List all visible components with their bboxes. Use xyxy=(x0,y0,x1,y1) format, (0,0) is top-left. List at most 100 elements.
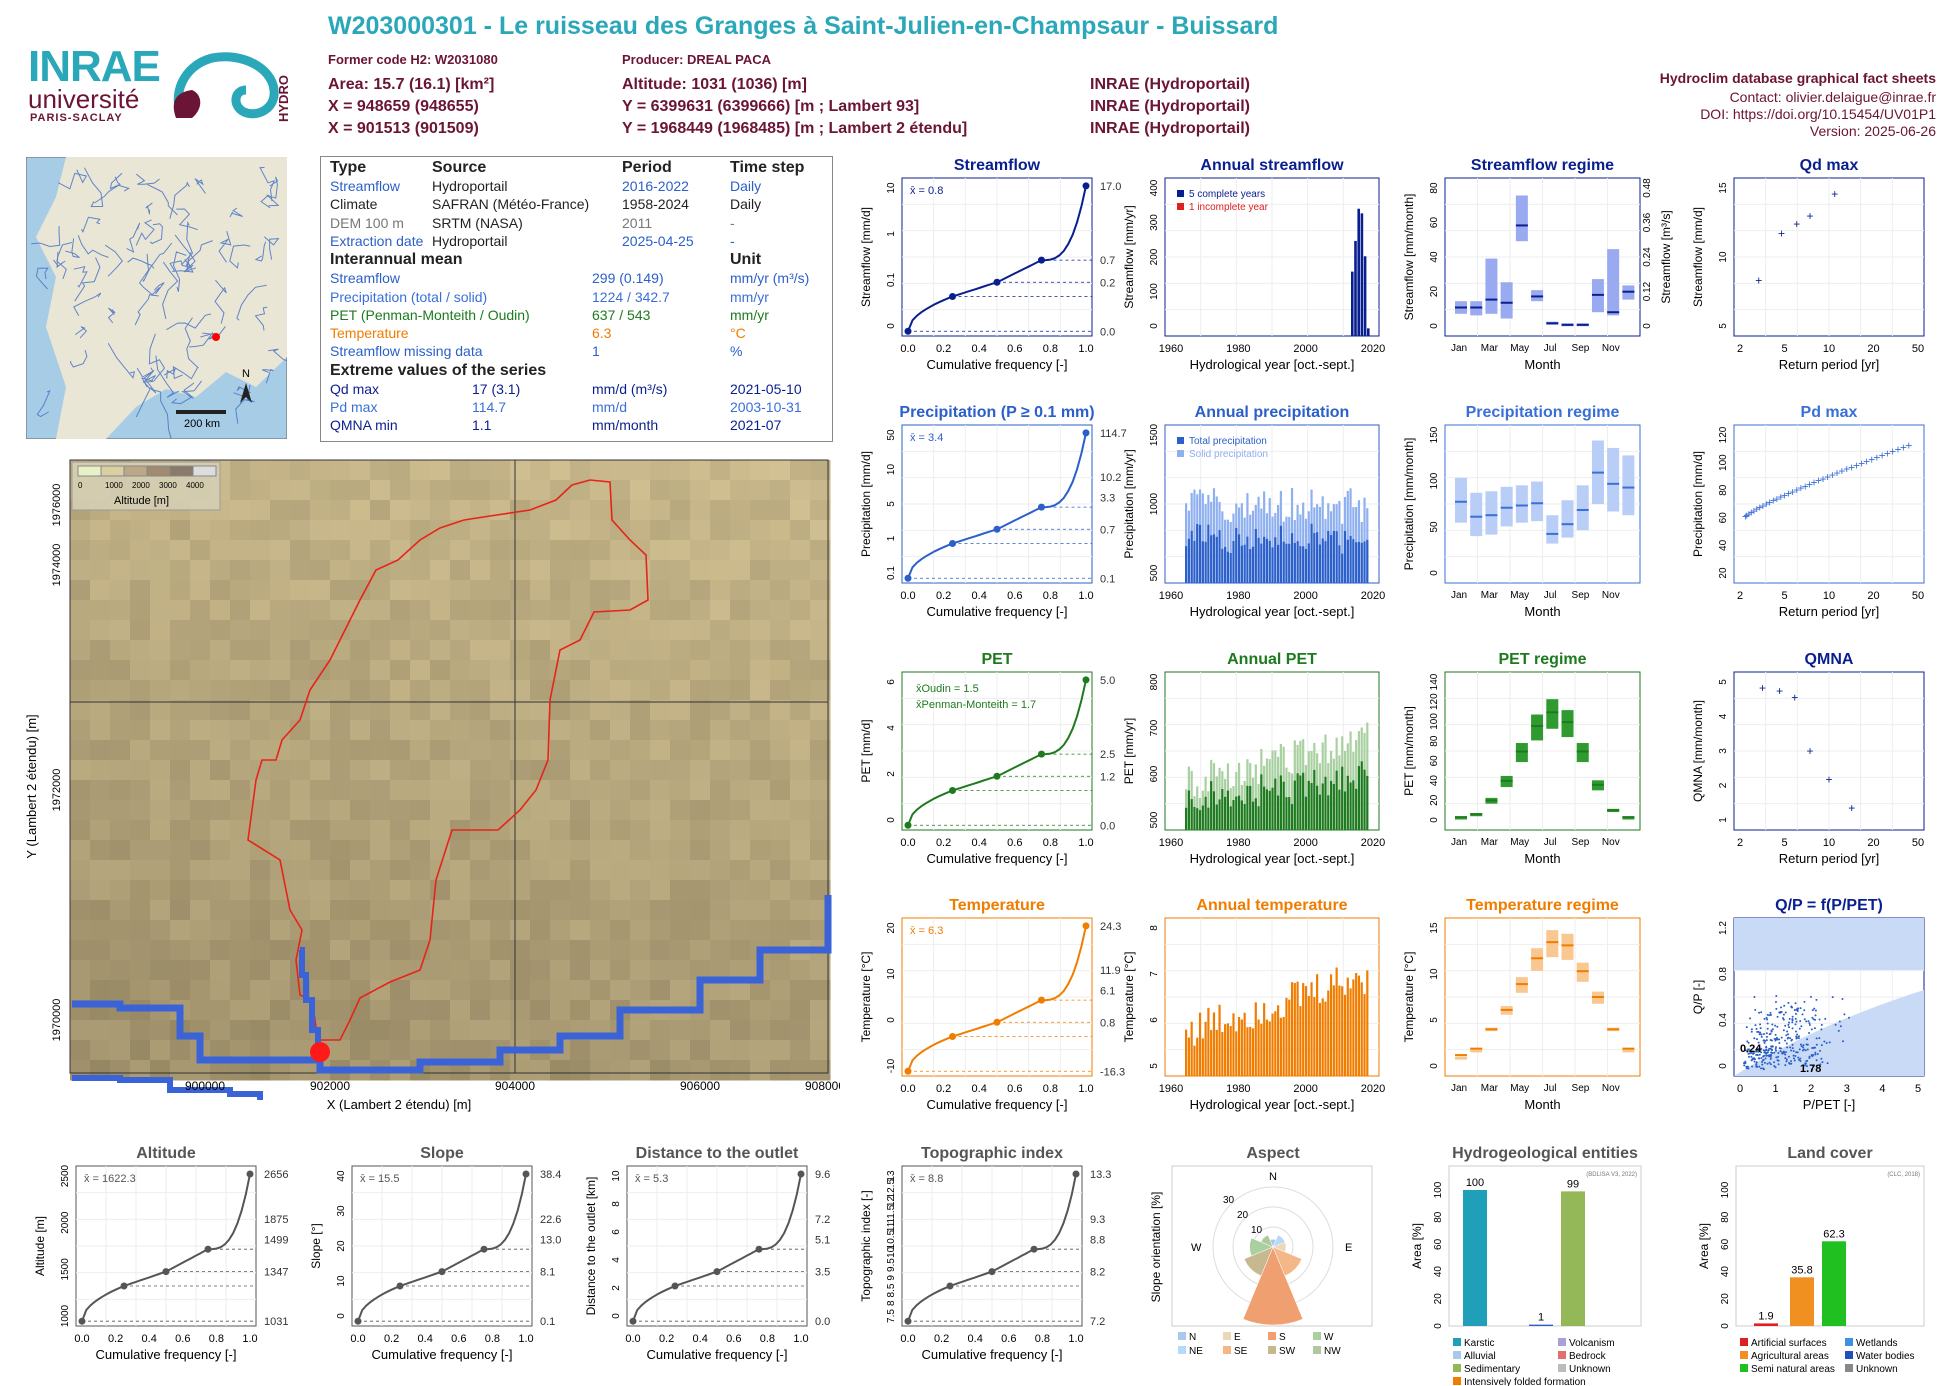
pd_max-point: + xyxy=(1770,494,1777,508)
dem-cell xyxy=(350,800,371,821)
qp-point xyxy=(1799,1059,1802,1062)
temperature_regime-box xyxy=(1546,930,1559,958)
dem-cell xyxy=(790,740,811,761)
dem-cell xyxy=(750,520,771,541)
dem-cell xyxy=(90,780,111,801)
dem-cell xyxy=(430,700,451,721)
dem-cell xyxy=(150,1020,171,1041)
annual_precipitation-bar-inner xyxy=(1313,532,1316,583)
qp-point xyxy=(1756,1054,1759,1057)
dem-cell xyxy=(590,560,611,581)
dem-cell xyxy=(550,840,571,861)
pet-ytick: 6 xyxy=(886,679,897,685)
dem-cell xyxy=(410,740,431,761)
dem-cell xyxy=(810,640,831,661)
dem-cell xyxy=(810,840,831,861)
dem-cell xyxy=(630,980,651,1001)
qp-point xyxy=(1804,1049,1807,1052)
river-line xyxy=(136,367,157,394)
dem-cell xyxy=(430,620,451,641)
dem-cell xyxy=(490,900,511,921)
dem-cell xyxy=(170,860,191,881)
dem-cell xyxy=(90,760,111,781)
river-line xyxy=(152,282,165,295)
qp-point xyxy=(1774,1046,1777,1049)
qp-point xyxy=(1807,1020,1810,1023)
extreme-row-cell: 2021-05-10 xyxy=(730,380,802,397)
qp-point xyxy=(1790,1060,1793,1063)
dem-cell xyxy=(750,640,771,661)
dem-cell xyxy=(630,700,651,721)
dem-cell xyxy=(90,800,111,821)
dem-cell xyxy=(330,740,351,761)
dem-cell xyxy=(170,820,191,841)
pd_max-xtick: 2 xyxy=(1737,590,1743,602)
dem-cell xyxy=(270,620,291,641)
topo-point xyxy=(1072,1170,1080,1178)
annual_streamflow-bar xyxy=(1357,208,1360,336)
topo-ytick: 10.5 xyxy=(886,1229,897,1249)
precipitation_regime-box xyxy=(1591,440,1604,504)
dem-cell xyxy=(790,900,811,921)
dem-cell xyxy=(450,600,471,621)
qmna-xtick: 5 xyxy=(1781,837,1787,849)
annual_precipitation-bar-inner xyxy=(1338,545,1341,583)
dem-cell xyxy=(750,1000,771,1021)
hydrogeo-ytick: 80 xyxy=(1433,1211,1444,1223)
y-tick: 1974000 xyxy=(51,544,63,587)
topo-ylabel: Topographic index [-] xyxy=(859,1190,873,1301)
altitude-right-label: 1347 xyxy=(264,1267,288,1279)
dem-cell xyxy=(790,1040,811,1061)
annual_precipitation-bar-inner xyxy=(1274,537,1277,583)
dem-cell xyxy=(290,840,311,861)
annual_precipitation-bar-inner xyxy=(1327,531,1330,583)
dem-cell xyxy=(150,680,171,701)
dem-cell xyxy=(250,800,271,821)
dem-cell xyxy=(630,560,651,581)
qp-point xyxy=(1755,1063,1758,1066)
pet_regime-month: Jan xyxy=(1451,837,1467,848)
dem-cell xyxy=(350,660,371,681)
dem-cell xyxy=(390,640,411,661)
slope-xtick: 0.8 xyxy=(485,1333,500,1345)
dem-cell xyxy=(550,900,571,921)
dem-cell xyxy=(590,1060,611,1081)
annual_temperature-bar xyxy=(1279,1017,1282,1076)
dem-cell xyxy=(110,800,131,821)
dem-cell xyxy=(630,720,651,741)
dem-cell xyxy=(290,760,311,781)
dem-cell xyxy=(590,520,611,541)
pet-right-label: 2.5 xyxy=(1100,749,1115,761)
annual_pet-bar-inner xyxy=(1210,781,1213,830)
annual_temperature-bar xyxy=(1282,1016,1285,1076)
dem-cell xyxy=(670,520,691,541)
dem-cell xyxy=(550,660,571,681)
dem-cell xyxy=(390,820,411,841)
dem-cell xyxy=(230,700,251,721)
temperature_regime-box xyxy=(1470,1049,1483,1053)
dem-cell xyxy=(210,880,231,901)
dem-cell xyxy=(510,1060,531,1081)
annual_temperature-bar xyxy=(1246,1027,1249,1076)
annual_precipitation-bar xyxy=(1282,521,1285,583)
qp-point xyxy=(1781,1052,1784,1055)
dem-cell xyxy=(90,960,111,981)
dem-cell xyxy=(650,660,671,681)
annual_pet-bar xyxy=(1232,786,1235,830)
dem-cell xyxy=(130,520,151,541)
qp-point xyxy=(1785,1042,1788,1045)
landcover-bar xyxy=(1754,1323,1778,1326)
annual_pet-bar xyxy=(1341,736,1344,830)
dem-cell xyxy=(130,880,151,901)
dem-cell xyxy=(670,840,691,861)
annual_pet-bar-inner xyxy=(1299,775,1302,830)
dem-cell xyxy=(250,1040,271,1061)
aspect-dir: W xyxy=(1191,1242,1202,1254)
qd_max-xlabel: Return period [yr] xyxy=(1779,357,1879,372)
dem-cell xyxy=(130,640,151,661)
hydrogeo-ytick: 100 xyxy=(1433,1181,1444,1198)
annual_temperature-bar xyxy=(1215,1029,1218,1076)
qp-point xyxy=(1766,1051,1769,1054)
qp-point xyxy=(1758,1033,1761,1036)
